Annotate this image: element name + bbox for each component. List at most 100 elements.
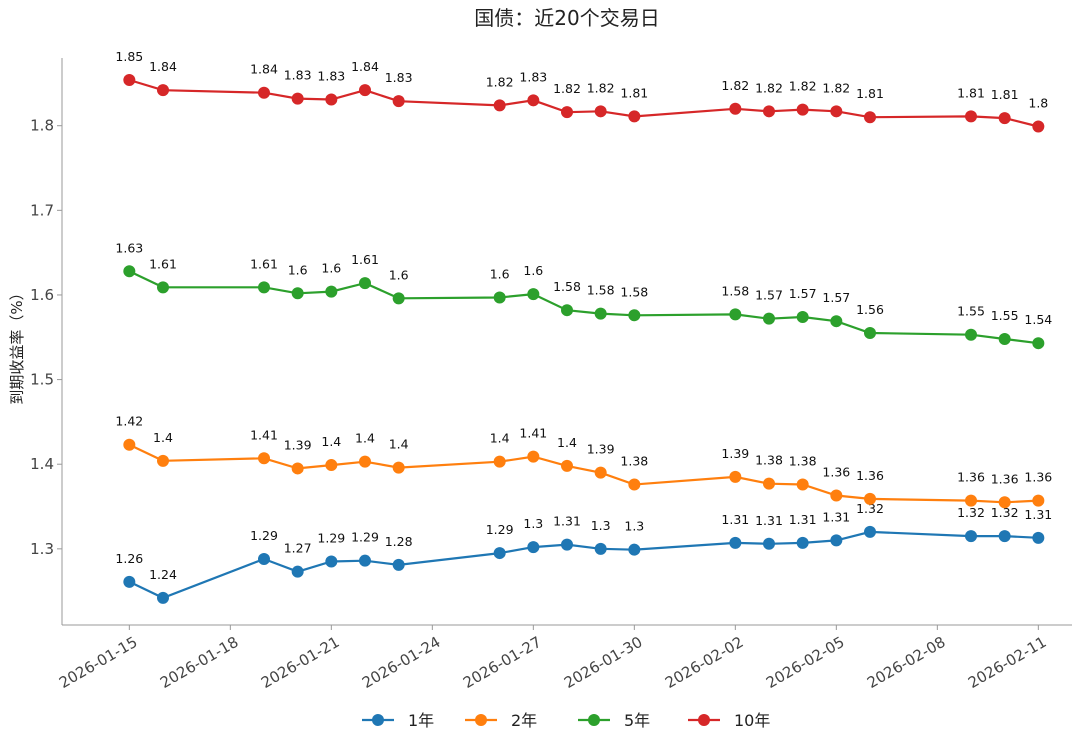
legend-item: 5年 [578,711,650,730]
data-label: 1.36 [991,471,1019,486]
data-point [493,547,506,560]
data-point [729,102,742,115]
y-tick-label: 1.8 [30,117,54,135]
series-3: 1.85 1.84 1.84 1.83 1.83 1.84 1.83 1.82 1.83 1.82… [115,49,1048,133]
data-point [392,558,405,571]
data-label: 1.36 [822,465,850,480]
data-point [1032,531,1045,544]
data-label: 1.81 [620,85,648,100]
y-tick-label: 1.6 [30,286,54,304]
data-label: 1.38 [755,453,783,468]
data-label: 1.4 [557,435,577,450]
data-point [594,105,607,118]
data-label: 1.36 [1024,470,1052,485]
data-point [796,536,809,549]
data-point [392,95,405,108]
data-point [527,94,540,107]
data-point [291,287,304,300]
data-point [325,555,338,568]
data-label: 1.54 [1024,312,1052,327]
data-label: 1.38 [620,454,648,469]
data-label: 1.82 [789,79,817,94]
data-label: 1.63 [115,240,143,255]
data-point [628,543,641,556]
data-point [291,462,304,475]
legend-marker [475,714,487,726]
chart-title: 国债：近20个交易日 [474,6,659,30]
data-label: 1.55 [957,304,985,319]
data-point [763,105,775,118]
data-point [258,86,270,99]
data-point [729,308,742,321]
data-point [628,478,641,491]
legend-label: 10年 [734,711,770,730]
data-label: 1.81 [957,85,985,100]
data-label: 1.57 [755,288,783,303]
data-point [763,537,775,550]
x-tick-label: 2026-02-08 [864,633,949,692]
data-point [561,538,573,551]
data-point [325,459,338,472]
series-1: 1.42 1.4 1.41 1.39 1.4 1.4 1.4 1.4 1.41 1.4 1.39 1.… [115,414,1052,509]
data-point [123,265,136,278]
data-label: 1.41 [250,427,278,442]
data-label: 1.29 [351,530,379,545]
data-point [291,565,304,578]
legend-item: 1年 [362,711,434,730]
data-point [864,492,876,505]
data-point [359,84,371,97]
data-point [796,478,809,491]
data-point [998,332,1011,345]
data-label: 1.28 [385,534,413,549]
data-label: 1.57 [822,290,850,305]
data-label: 1.31 [1024,507,1052,522]
data-label: 1.39 [284,437,312,452]
data-label: 1.4 [355,431,375,446]
data-point [965,328,977,341]
data-point [359,455,371,468]
x-tick-label: 2026-01-18 [157,633,242,692]
data-label: 1.82 [755,80,783,95]
series-0: 1.26 1.24 1.29 1.27 1.29 1.29 1.28 1.29 1.3 1.31 1… [115,501,1052,604]
data-label: 1.6 [288,262,308,277]
data-point [123,74,136,87]
data-label: 1.82 [587,80,615,95]
data-label: 1.83 [519,69,547,84]
y-tick-label: 1.4 [30,455,54,473]
x-tick-label: 2026-01-24 [359,633,444,692]
data-label: 1.6 [523,263,543,278]
legend-marker [372,714,384,726]
x-axis-ticks: 2026-01-15 2026-01-18 2026-01-21 2026-01-24… [56,625,1050,692]
data-label: 1.84 [149,59,177,74]
data-point [561,106,573,119]
y-tick-label: 1.5 [30,371,54,389]
data-point [830,534,843,547]
data-label: 1.32 [856,501,884,516]
data-label: 1.6 [490,266,510,281]
data-label: 1.31 [755,513,783,528]
data-point [157,281,169,294]
data-label: 1.32 [991,505,1019,520]
x-tick-label: 2026-01-27 [460,633,545,692]
data-point [965,110,977,123]
data-point [830,315,843,328]
legend-item: 10年 [688,711,770,730]
data-label: 1.84 [351,59,379,74]
data-label: 1.39 [721,446,749,461]
data-point [864,111,876,124]
legend-item: 2年 [465,711,537,730]
data-label: 1.31 [553,514,581,529]
data-label: 1.36 [957,470,985,485]
data-point [594,466,607,479]
data-point [763,312,775,325]
data-label: 1.31 [822,509,850,524]
data-label: 1.81 [856,86,884,101]
data-point [157,591,169,604]
data-label: 1.42 [115,414,143,429]
data-label: 1.82 [553,81,581,96]
y-tick-label: 1.7 [30,201,54,219]
data-label: 1.8 [1028,96,1048,111]
data-point [965,494,977,507]
data-point [628,309,641,322]
